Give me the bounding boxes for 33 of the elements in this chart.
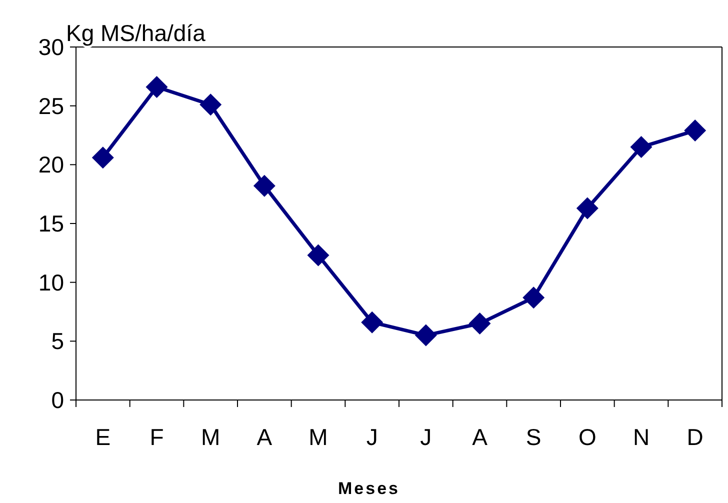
- x-axis-title: Meses: [338, 479, 400, 498]
- x-tick-label: A: [472, 424, 488, 450]
- point: [576, 197, 598, 220]
- point: [200, 94, 222, 116]
- y-tick-label: 30: [38, 34, 64, 60]
- x-tick-label: E: [95, 424, 111, 450]
- point: [630, 136, 652, 158]
- point: [361, 311, 384, 334]
- y-tick-label: 25: [38, 92, 64, 119]
- point: [468, 312, 491, 335]
- point: [146, 76, 168, 98]
- y-tick-label: 5: [51, 328, 64, 354]
- y-tick-label: 20: [38, 152, 64, 178]
- y-tick-label: 0: [51, 387, 64, 414]
- point: [253, 174, 276, 197]
- x-tick-label: F: [150, 424, 164, 450]
- y-tick-label: 10: [38, 269, 64, 296]
- x-tick-label: N: [632, 424, 650, 450]
- y-tick-label: 15: [38, 210, 64, 237]
- point: [522, 286, 545, 309]
- point: [414, 324, 437, 346]
- point: [684, 120, 706, 142]
- x-tick-label: D: [686, 424, 704, 450]
- point: [307, 244, 330, 266]
- x-tick-label: O: [578, 424, 596, 450]
- x-tick-label: S: [526, 424, 542, 450]
- x-tick-label: J: [420, 424, 432, 450]
- x-tick-label: M: [308, 424, 328, 450]
- x-tick-label: M: [200, 424, 220, 450]
- x-tick-label: J: [366, 424, 378, 450]
- y-axis-title: Kg MS/ha/día: [66, 20, 206, 46]
- x-tick-label: A: [256, 424, 273, 450]
- point: [92, 146, 114, 169]
